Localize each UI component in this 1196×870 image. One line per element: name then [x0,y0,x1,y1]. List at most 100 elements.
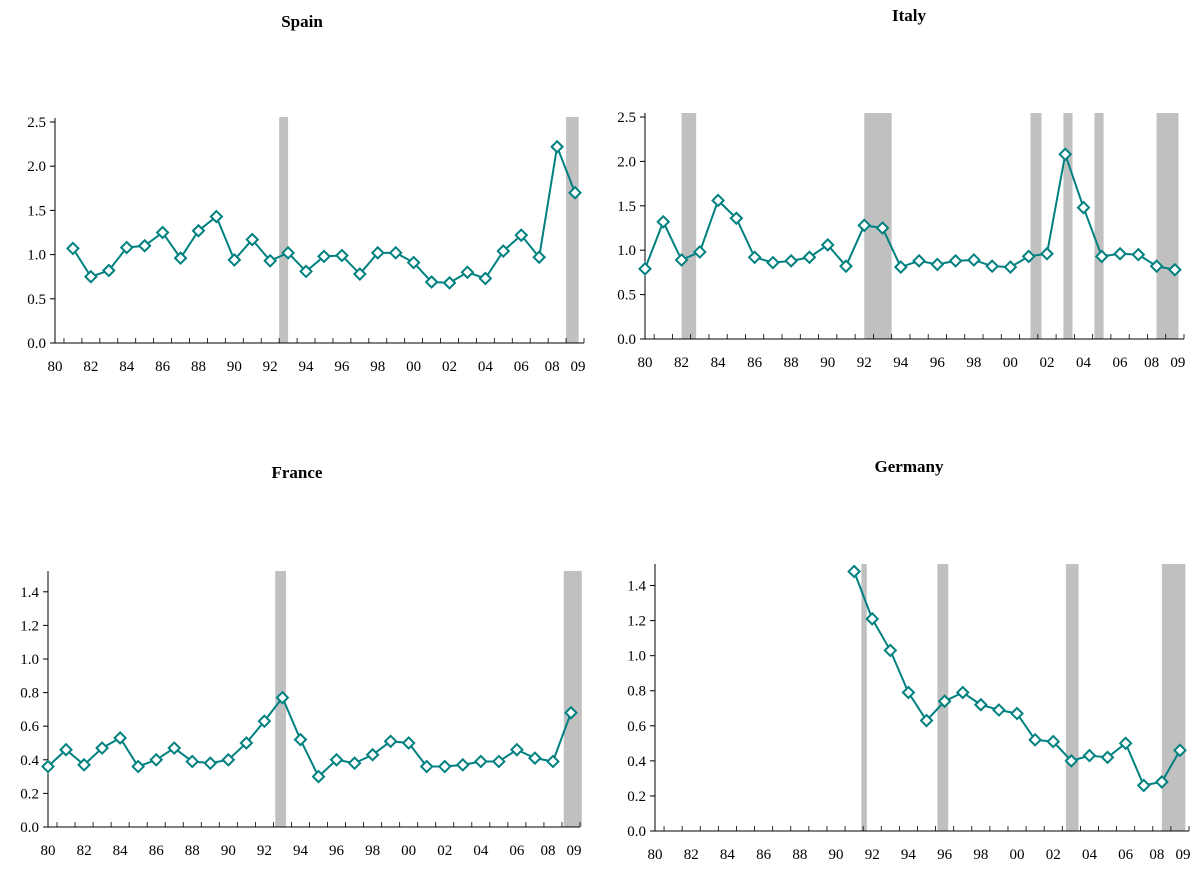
x-tick-label: 02 [437,843,452,859]
shaded-period [861,564,867,831]
x-tick-label: 04 [478,359,494,375]
data-point [674,253,689,267]
x-tick-label: 08 [540,843,555,859]
y-tick-label: 1.0 [27,248,46,264]
data-point [383,734,398,749]
data-point [729,211,744,226]
data-point [1040,246,1054,261]
y-tick-label: 2.0 [27,159,46,175]
data-point [437,759,452,774]
y-tick-label: 1.4 [627,579,646,595]
x-tick-label: 06 [1118,847,1134,863]
data-point [406,255,421,270]
x-tick-label: 82 [83,359,98,375]
x-tick-label: 84 [113,843,129,859]
data-point [347,756,362,771]
data-point [1046,734,1061,749]
data-point [455,757,470,772]
x-tick-label: 92 [257,843,272,859]
data-point [329,752,344,767]
data-point [692,245,707,259]
data-point [59,742,73,757]
x-tick-label: 04 [1076,355,1092,371]
x-tick-label: 90 [227,359,242,375]
data-point [299,264,313,279]
x-tick-label: 02 [1046,847,1061,863]
data-point [137,238,152,253]
data-point [131,759,146,774]
data-point [41,759,55,774]
y-tick-label: 2.0 [617,154,636,170]
data-point [227,252,242,267]
data-point [1149,259,1164,274]
x-tick-label: 04 [473,843,489,859]
x-tick-label: 06 [514,359,530,375]
x-tick-label: 84 [720,847,736,863]
x-tick-label: 88 [792,847,807,863]
x-tick-label: 82 [77,843,92,859]
data-point [1076,200,1091,215]
x-tick-label: 80 [648,847,663,863]
x-tick-label: 92 [263,359,278,375]
data-point [509,742,524,757]
x-tick-label: 00 [401,843,416,859]
data-point [419,759,434,774]
data-point [1082,748,1097,763]
x-tick-label: 80 [48,359,63,375]
data-point [638,261,652,276]
shaded-period [1030,113,1042,339]
x-tick-label: 88 [185,843,200,859]
data-point [568,185,582,200]
y-tick-label: 0.5 [27,292,46,308]
data-point [424,275,439,289]
data-point [209,209,224,224]
data-point [883,643,898,658]
x-tick-label: 94 [893,355,909,371]
chart-title: France [272,463,323,482]
data-point [528,751,542,766]
data-point [966,253,981,267]
y-tick-label: 0.6 [627,719,646,735]
x-tick-label: 00 [1010,847,1025,863]
data-point [281,245,296,260]
y-tick-label: 1.5 [617,199,636,215]
x-tick-label: 88 [784,355,799,371]
data-point [1021,249,1036,264]
x-tick-label: 84 [119,359,135,375]
y-tick-label: 1.0 [627,649,646,665]
data-point [802,250,817,265]
data-point [865,611,880,626]
x-tick-label: 86 [149,843,165,859]
x-tick-label: 08 [545,359,560,375]
y-tick-label: 1.5 [27,203,46,219]
data-point [1058,147,1073,162]
chart-panel-spain: Spain 0.0 0.5 1.0 1.5 2.0 2.5 80 82 84 86 88 90 92 94 9… [27,12,585,375]
data-point [1154,774,1169,789]
x-tick-label: 09 [566,843,581,859]
x-tick-label: 82 [684,847,699,863]
x-tick-label: 90 [829,847,844,863]
y-tick-label: 0.0 [27,336,46,352]
data-point [478,271,493,286]
data-point [155,225,170,240]
x-tick-label: 86 [747,355,763,371]
y-tick-label: 2.5 [27,115,46,131]
chart-title: Germany [875,457,944,476]
data-point [1118,736,1133,751]
data-point [1094,249,1109,264]
data-point [955,685,970,700]
data-point [77,757,91,772]
x-tick-label: 08 [1149,847,1164,863]
data-point [95,741,110,755]
data-point [83,269,98,284]
y-tick-label: 1.0 [20,652,39,668]
data-point [1003,260,1018,274]
x-tick-label: 96 [937,847,953,863]
data-point [275,690,290,705]
data-point [747,250,762,265]
data-point [491,754,506,769]
data-point [875,221,890,235]
data-point [1010,706,1024,721]
x-tick-label: 04 [1082,847,1098,863]
x-tick-label: 02 [1039,355,1054,371]
